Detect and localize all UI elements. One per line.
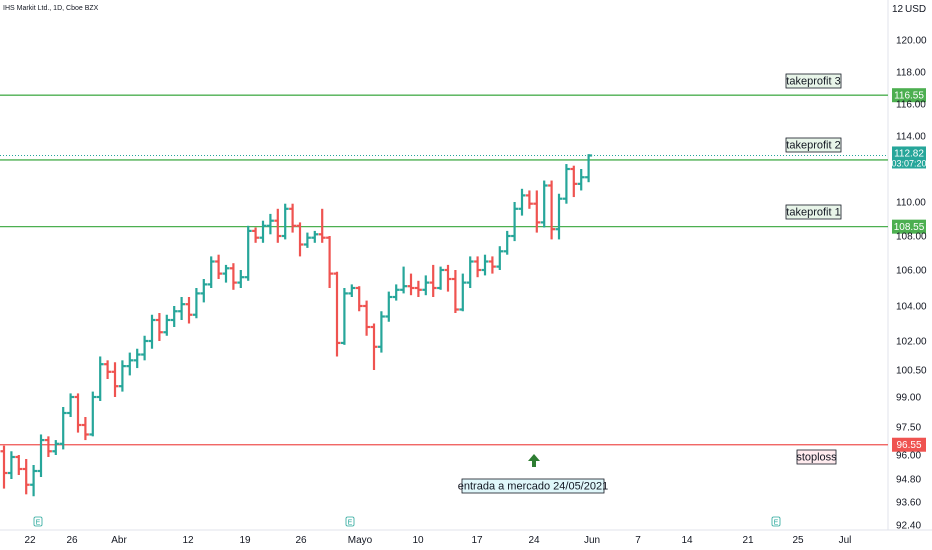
x-tick-label: 12 <box>182 535 194 546</box>
x-tick-label: Jul <box>839 535 852 546</box>
y-tick-label: 97.50 <box>896 423 921 434</box>
symbol-header: IHS Markit Ltd., 1D, Cboe BZX <box>3 5 99 12</box>
level-price-box <box>892 219 926 234</box>
y-tick-label: 93.60 <box>896 498 921 509</box>
ohlc-bars <box>0 154 593 497</box>
level-price-label: 96.55 <box>896 440 921 451</box>
y-tick-label: 116.00 <box>896 100 926 111</box>
x-tick-label: Mayo <box>348 535 373 546</box>
y-tick-label: 106.00 <box>896 266 927 277</box>
current-price-box <box>892 146 926 169</box>
level-price-label: 116.55 <box>894 91 924 102</box>
stoploss-label: stoploss <box>796 452 837 464</box>
axis-lines <box>0 0 932 531</box>
annotations: takeprofit 3 takeprofit 2 takeprofit 1 stop… <box>33 73 842 527</box>
y-tick-label: 102.00 <box>896 337 927 348</box>
entry-label: entrada a mercado 24/05/2021 <box>458 481 608 493</box>
y-tick-label: 108.00 <box>896 232 927 243</box>
countdown-label: 03:07:20 <box>891 158 926 168</box>
entry-arrow-icon <box>528 454 540 467</box>
takeprofit-1-label-box <box>785 204 842 220</box>
y-tick-label: 96.00 <box>896 451 921 462</box>
earnings-marker-label: E <box>774 520 779 527</box>
y-tick-label: 118.00 <box>896 68 926 79</box>
current-price-label: 112.82 <box>894 148 924 159</box>
y-tick-label: 94.80 <box>896 475 921 486</box>
earnings-marker-label: E <box>36 520 41 527</box>
stoploss-label-box <box>796 449 837 465</box>
y-tick-label: 104.00 <box>896 302 927 313</box>
earnings-marker-icon <box>345 516 355 527</box>
y-tick-label: 100.50 <box>896 366 927 377</box>
earnings-marker-label: E <box>348 520 353 527</box>
y-top-label: 12 <box>892 4 904 15</box>
takeprofit-3-label: takeprofit 3 <box>786 76 840 88</box>
entry-label-box <box>461 478 605 494</box>
takeprofit-2-label: takeprofit 2 <box>786 140 840 152</box>
x-axis-ticks: 22 26 Abr 12 19 26 Mayo 10 17 24 Jun 7 14 21 25 Jul <box>24 535 851 546</box>
currency-label: USD <box>905 4 926 15</box>
x-tick-label: 19 <box>239 535 251 546</box>
x-tick-label: 10 <box>412 535 424 546</box>
x-tick-label: 21 <box>742 535 754 546</box>
earnings-marker-icon <box>771 516 781 527</box>
takeprofit-1-label: takeprofit 1 <box>786 207 840 219</box>
x-tick-label: 24 <box>528 535 540 546</box>
takeprofit-3-label-box <box>785 73 842 89</box>
y-tick-label: 114.00 <box>896 132 926 143</box>
level-price-label: 108.55 <box>894 222 925 233</box>
earnings-marker-icon <box>33 516 43 527</box>
level-price-box <box>892 88 926 103</box>
x-tick-label: 26 <box>66 535 78 546</box>
x-tick-label: 25 <box>792 535 804 546</box>
y-tick-label: 120.00 <box>896 36 927 47</box>
x-tick-label: 14 <box>681 535 693 546</box>
y-tick-label: 92.40 <box>896 521 921 532</box>
x-tick-label: Abr <box>111 535 127 546</box>
x-tick-label: Jun <box>584 535 600 546</box>
x-tick-label: 17 <box>471 535 483 546</box>
y-tick-label: 110.00 <box>896 198 926 209</box>
level-price-box <box>892 437 926 452</box>
x-tick-label: 22 <box>24 535 36 546</box>
y-tick-label: 99.00 <box>896 393 921 404</box>
takeprofit-2-label-box <box>785 137 842 153</box>
x-tick-label: 7 <box>635 535 641 546</box>
y-axis-ticks: 120.00 118.00 116.00 114.00 110.00 108.00 106.… <box>896 36 927 532</box>
x-tick-label: 26 <box>295 535 307 546</box>
